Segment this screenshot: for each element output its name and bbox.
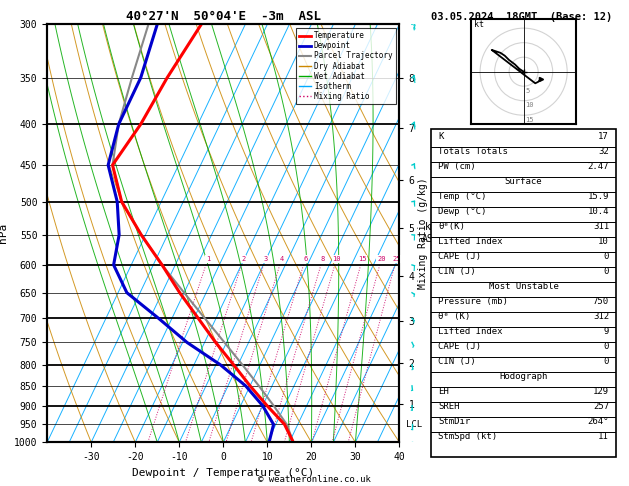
- Text: 9: 9: [604, 327, 609, 336]
- Text: CIN (J): CIN (J): [438, 357, 476, 366]
- Text: Most Unstable: Most Unstable: [489, 282, 559, 291]
- Text: 0: 0: [604, 252, 609, 261]
- Text: CAPE (J): CAPE (J): [438, 342, 481, 351]
- X-axis label: Dewpoint / Temperature (°C): Dewpoint / Temperature (°C): [132, 468, 314, 478]
- Text: 32: 32: [598, 147, 609, 156]
- Text: 8: 8: [321, 256, 325, 262]
- Title: 40°27'N  50°04'E  -3m  ASL: 40°27'N 50°04'E -3m ASL: [126, 10, 321, 23]
- Text: StmSpd (kt): StmSpd (kt): [438, 432, 498, 441]
- Text: 10: 10: [332, 256, 341, 262]
- Text: Lifted Index: Lifted Index: [438, 327, 503, 336]
- Text: CAPE (J): CAPE (J): [438, 252, 481, 261]
- Text: CIN (J): CIN (J): [438, 267, 476, 276]
- Text: 6: 6: [303, 256, 308, 262]
- Text: Pressure (mb): Pressure (mb): [438, 297, 508, 306]
- Text: 311: 311: [593, 222, 609, 231]
- Text: kt: kt: [474, 20, 484, 29]
- Text: 25: 25: [392, 256, 401, 262]
- Text: 03.05.2024  18GMT  (Base: 12): 03.05.2024 18GMT (Base: 12): [431, 12, 612, 22]
- Text: StmDir: StmDir: [438, 417, 470, 426]
- Text: Temp (°C): Temp (°C): [438, 192, 487, 201]
- Text: 15: 15: [358, 256, 367, 262]
- Text: 4: 4: [279, 256, 284, 262]
- FancyBboxPatch shape: [431, 129, 616, 457]
- Text: θᵉ(K): θᵉ(K): [438, 222, 465, 231]
- Text: Lifted Index: Lifted Index: [438, 237, 503, 246]
- Text: 11: 11: [598, 432, 609, 441]
- Text: 129: 129: [593, 387, 609, 396]
- Text: SREH: SREH: [438, 402, 460, 411]
- Text: 750: 750: [593, 297, 609, 306]
- Text: 2: 2: [242, 256, 245, 262]
- Text: 15.9: 15.9: [587, 192, 609, 201]
- Text: 264°: 264°: [587, 417, 609, 426]
- Text: θᵉ (K): θᵉ (K): [438, 312, 470, 321]
- Text: 0: 0: [604, 357, 609, 366]
- Y-axis label: hPa: hPa: [0, 223, 8, 243]
- Text: 17: 17: [598, 132, 609, 141]
- Text: EH: EH: [438, 387, 449, 396]
- Text: 10: 10: [598, 237, 609, 246]
- Text: 20: 20: [377, 256, 386, 262]
- Text: Surface: Surface: [505, 177, 542, 186]
- Text: 3: 3: [264, 256, 267, 262]
- Text: 2.47: 2.47: [587, 162, 609, 171]
- Text: LCL: LCL: [406, 420, 423, 429]
- Text: 10.4: 10.4: [587, 207, 609, 216]
- Legend: Temperature, Dewpoint, Parcel Trajectory, Dry Adiabat, Wet Adiabat, Isotherm, Mi: Temperature, Dewpoint, Parcel Trajectory…: [296, 28, 396, 104]
- Text: 15: 15: [525, 117, 533, 122]
- Text: Dewp (°C): Dewp (°C): [438, 207, 487, 216]
- Text: PW (cm): PW (cm): [438, 162, 476, 171]
- Text: 5: 5: [525, 87, 530, 94]
- Text: Hodograph: Hodograph: [499, 372, 548, 381]
- Text: K: K: [438, 132, 443, 141]
- Text: Totals Totals: Totals Totals: [438, 147, 508, 156]
- Text: 0: 0: [604, 267, 609, 276]
- Text: 0: 0: [604, 342, 609, 351]
- Text: © weatheronline.co.uk: © weatheronline.co.uk: [258, 474, 371, 484]
- Text: 312: 312: [593, 312, 609, 321]
- Y-axis label: km
ASL: km ASL: [422, 223, 440, 244]
- Text: 257: 257: [593, 402, 609, 411]
- Text: 10: 10: [525, 102, 533, 108]
- Text: Mixing Ratio (g/kg): Mixing Ratio (g/kg): [418, 177, 428, 289]
- Text: 1: 1: [206, 256, 210, 262]
